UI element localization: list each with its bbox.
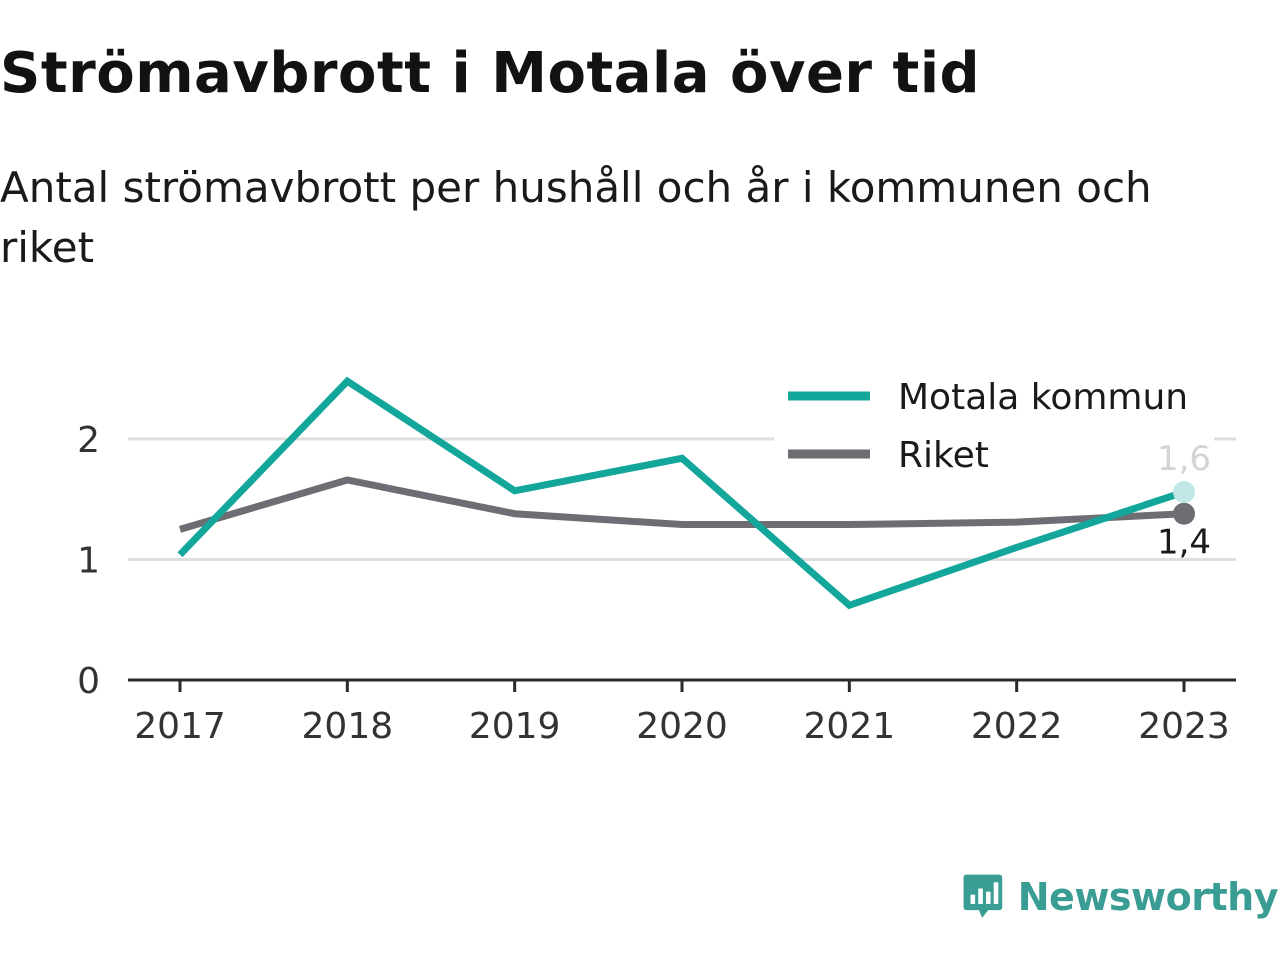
end-label-motala-kommun: 1,6 — [1157, 439, 1211, 479]
x-tick-label-2020: 2020 — [636, 706, 728, 747]
chart-subtitle: Antal strömavbrott per hushåll och år i … — [0, 163, 1152, 272]
logo-wordmark: Newsworthy — [1017, 875, 1279, 919]
legend-background — [774, 368, 1214, 484]
series-lines — [177, 376, 1186, 610]
gridlines: 0 1 2 — [77, 420, 1236, 702]
y-tick-label-0: 0 — [77, 661, 100, 702]
legend-label-riket: Riket — [898, 435, 989, 476]
y-tick-label-1: 1 — [77, 541, 100, 582]
x-tick-label-2018: 2018 — [302, 706, 394, 747]
x-tick-label-2019: 2019 — [469, 706, 561, 747]
newsworthy-logo: Newsworthy — [962, 862, 1279, 932]
end-point-riket — [1173, 502, 1195, 525]
series-line-riket — [179, 476, 1185, 533]
x-tick-label-2023: 2023 — [1138, 706, 1230, 747]
x-tick-label-2022: 2022 — [971, 706, 1063, 747]
series-line-motala-kommun — [177, 376, 1186, 610]
end-points: 1,6 1,4 — [1157, 439, 1211, 563]
x-tick-label-2021: 2021 — [804, 706, 896, 747]
legend-label-motala-kommun: Motala kommun — [898, 377, 1188, 418]
end-point-motala-kommun — [1173, 481, 1195, 504]
end-label-riket: 1,4 — [1157, 523, 1211, 563]
chart-title: Strömavbrott i Motala över tid — [0, 41, 981, 106]
x-axis: 2017 2018 2019 2020 2021 2022 2023 — [128, 678, 1236, 747]
newsworthy-logo-icon — [963, 874, 1003, 918]
legend: Motala kommun Riket — [774, 368, 1214, 484]
x-tick-label-2017: 2017 — [134, 706, 226, 747]
y-tick-label-2: 2 — [77, 420, 100, 461]
